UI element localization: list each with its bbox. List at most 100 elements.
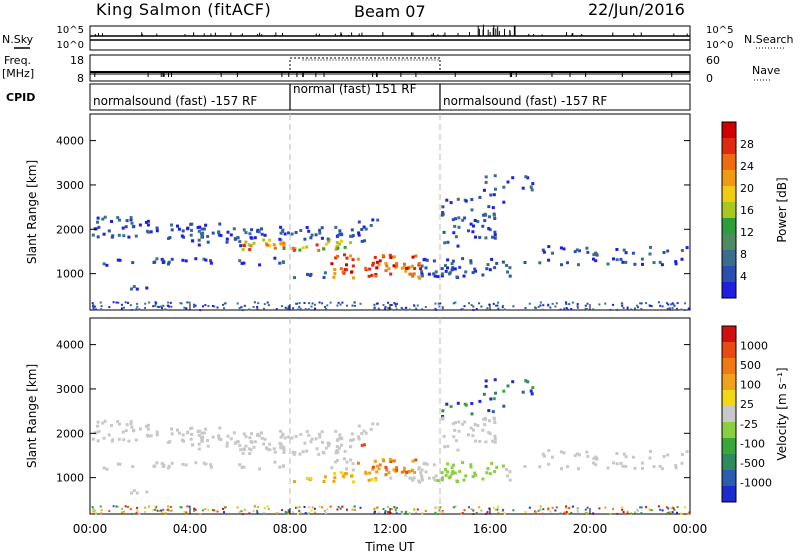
velocity-cell xyxy=(93,509,96,512)
power-cell xyxy=(304,308,307,311)
power-cell xyxy=(683,309,686,311)
velocity-cell xyxy=(488,507,491,510)
velocity-cell xyxy=(318,505,321,508)
power-cell xyxy=(576,305,579,308)
velocity-cell xyxy=(294,435,298,438)
velocity-cell xyxy=(367,478,371,482)
freq-traces: 18 8 60 0 xyxy=(70,54,720,85)
power-cell xyxy=(180,302,183,305)
velocity-cell xyxy=(505,468,509,471)
power-cell xyxy=(570,307,573,310)
velocity-cell xyxy=(621,464,625,468)
velocity-cell xyxy=(387,471,391,475)
power-cell xyxy=(242,228,246,232)
power-cell xyxy=(97,225,101,229)
power-cell xyxy=(323,271,327,275)
power-cell xyxy=(322,247,326,251)
velocity-cell xyxy=(168,440,172,444)
power-cell xyxy=(432,272,436,276)
power-cell xyxy=(160,305,163,308)
velocity-cell xyxy=(612,507,614,510)
power-cell xyxy=(669,307,672,310)
power-cell xyxy=(248,232,252,236)
power-cell xyxy=(314,233,318,237)
velocity-cell xyxy=(521,390,525,394)
velocity-cell xyxy=(162,508,165,511)
velocity-cell xyxy=(375,470,379,474)
velocity-cell xyxy=(292,452,296,456)
power-cell xyxy=(473,267,477,271)
power-cell xyxy=(362,225,366,229)
power-cell xyxy=(442,230,446,234)
velocity-cell xyxy=(282,447,286,451)
power-cell xyxy=(393,302,396,304)
velocity-cell xyxy=(138,512,141,515)
power-cell xyxy=(177,227,181,231)
velocity-cell xyxy=(313,507,316,510)
power-cell xyxy=(586,302,589,305)
power-cell xyxy=(146,219,150,223)
velocity-cell xyxy=(478,439,482,443)
velocity-cell xyxy=(310,437,314,441)
power-cell xyxy=(484,180,488,184)
velocity-cell xyxy=(279,435,283,439)
power-cell xyxy=(374,273,378,276)
velocity-cell xyxy=(621,506,624,509)
power-cell xyxy=(364,266,368,270)
velocity-cell xyxy=(491,439,495,443)
power-cell xyxy=(480,305,483,308)
velocity-cell xyxy=(320,430,324,434)
power-cell xyxy=(346,304,348,307)
power-cell xyxy=(488,228,492,232)
velocity-cell xyxy=(416,508,419,511)
velocity-cell xyxy=(382,508,385,510)
velocity-cell xyxy=(283,436,287,440)
power-cell xyxy=(639,302,642,305)
power-cell xyxy=(333,268,337,271)
noise-ytick-top: 10^5 xyxy=(57,25,84,36)
power-cell xyxy=(326,237,330,241)
velocity-cell xyxy=(101,421,105,425)
velocity-cell xyxy=(364,470,368,474)
velocity-cell xyxy=(167,508,170,511)
velocity-cell xyxy=(400,510,403,513)
velocity-cell xyxy=(285,512,288,515)
power-cell xyxy=(403,262,406,266)
power-cell xyxy=(349,241,352,245)
power-cell xyxy=(390,308,393,311)
power-cell xyxy=(439,302,442,305)
power-cell xyxy=(415,307,418,310)
power-cell xyxy=(146,223,150,227)
power-cell xyxy=(359,302,362,305)
velocity-cell xyxy=(249,440,253,444)
power-cell xyxy=(541,308,544,311)
power-cell xyxy=(566,308,569,311)
power-cell xyxy=(645,302,648,305)
velocity-cell xyxy=(395,512,398,515)
power-cell xyxy=(239,244,243,248)
power-cell xyxy=(395,262,399,266)
power-colorbar-segment xyxy=(722,138,736,155)
power-cell xyxy=(125,219,129,223)
velocity-cell xyxy=(268,448,272,452)
power-cell xyxy=(648,252,652,256)
power-cell xyxy=(672,303,675,306)
velocity-cell xyxy=(537,509,540,512)
velocity-cell xyxy=(576,509,579,512)
power-cell xyxy=(107,229,111,233)
velocity-cell xyxy=(404,473,408,477)
power-cell xyxy=(512,305,515,308)
power-cell xyxy=(373,255,377,259)
power-cell xyxy=(291,246,295,250)
velocity-cell xyxy=(375,464,379,468)
velocity-cell xyxy=(362,429,366,433)
velocity-cell xyxy=(250,432,253,436)
velocity-cell xyxy=(242,448,246,452)
velocity-cell xyxy=(440,478,444,482)
cpid-label: CPID xyxy=(6,91,35,104)
power-cell xyxy=(395,264,399,268)
power-cell xyxy=(338,232,342,236)
velocity-cell xyxy=(373,512,376,515)
velocity-cell xyxy=(612,461,615,465)
velocity-cell xyxy=(179,506,182,509)
